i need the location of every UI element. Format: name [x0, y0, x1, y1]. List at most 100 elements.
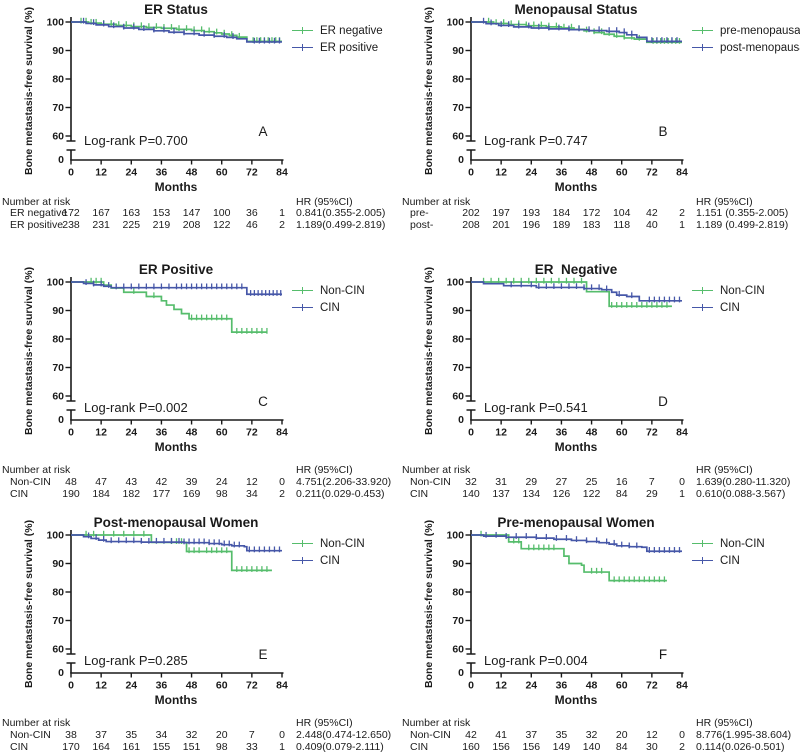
risk-count: 84	[615, 488, 628, 500]
risk-count: 0	[279, 729, 285, 741]
risk-count: 39	[185, 476, 198, 488]
km-panel-F: Pre-menopausal Women Bone metastasis-fre…	[400, 505, 800, 752]
x-tick-label: 60	[216, 427, 228, 439]
risk-count: 0	[679, 729, 685, 741]
legend-item: post-menopausal	[692, 39, 800, 56]
risk-count: 98	[215, 741, 228, 752]
x-tick-label: 48	[586, 427, 598, 439]
legend-line-icon	[292, 539, 313, 548]
legend: Non-CIN CIN	[292, 535, 365, 569]
risk-count: 40	[646, 219, 658, 231]
x-tick-label: 60	[616, 680, 628, 692]
hr-header: HR (95%CI)	[296, 464, 353, 476]
legend-line-icon	[692, 556, 713, 565]
y-tick-label: 70	[52, 102, 64, 114]
risk-hr-value: 2.448(0.474-12.650)	[296, 729, 392, 741]
logrank-p-value: Log-rank P=0.002	[84, 400, 188, 415]
risk-count: 189	[552, 219, 571, 231]
risk-count: 32	[585, 729, 598, 741]
risk-hr-value: 0.841(0.355-2.005)	[296, 207, 386, 219]
risk-count: 98	[215, 488, 228, 500]
y-tick-label: 80	[52, 334, 64, 346]
risk-count: 202	[462, 207, 480, 219]
risk-hr-value: 0.114(0.026-0.501)	[696, 741, 785, 752]
y-tick-label: 60	[52, 644, 64, 656]
panel-letter: A	[258, 124, 268, 139]
risk-count: 238	[62, 219, 80, 231]
x-tick-label: 36	[556, 680, 568, 692]
risk-row-label: Non-CIN	[10, 729, 51, 741]
legend-item: Non-CIN	[292, 535, 365, 552]
x-tick-label: 24	[125, 680, 137, 692]
risk-count: 32	[185, 729, 198, 741]
panel-title: Menopausal Status	[514, 2, 638, 17]
x-tick-label: 84	[276, 167, 288, 179]
km-plot: 100 90 80 70 60 00 12 24 36 48 60 72 84	[46, 277, 288, 439]
legend-item: CIN	[692, 299, 765, 316]
risk-count: 29	[646, 488, 658, 500]
risk-count: 104	[612, 207, 631, 219]
y-tick-label: 0	[58, 154, 64, 166]
x-tick-label: 24	[125, 427, 137, 439]
risk-count: 41	[495, 729, 507, 741]
risk-row-label: CIN	[410, 488, 429, 500]
risk-count: 36	[246, 207, 258, 219]
legend: Non-CIN CIN	[692, 535, 765, 569]
y-tick-label: 0	[458, 667, 464, 679]
legend-item: Non-CIN	[692, 282, 765, 299]
legend-item: ER negative	[292, 22, 383, 39]
survival-curve-cin	[71, 534, 282, 552]
y-tick-label: 0	[58, 414, 64, 426]
risk-count: 12	[646, 729, 658, 741]
x-axis-label: Months	[154, 440, 198, 454]
risk-count: 122	[582, 488, 601, 500]
risk-hr-value: 0.211(0.029-0.453)	[296, 488, 385, 500]
risk-count: 126	[552, 488, 571, 500]
x-axis-label: Months	[154, 693, 198, 707]
legend-label: post-menopausal	[720, 41, 800, 54]
number-at-risk-header: Number at risk	[2, 717, 71, 729]
x-tick-label: 48	[186, 680, 198, 692]
risk-hr-value: 1.151 (0.355-2.005)	[696, 207, 789, 219]
legend: Non-CIN CIN	[692, 282, 765, 316]
risk-count: 0	[679, 476, 685, 488]
risk-count: 156	[492, 741, 510, 752]
risk-count: 2	[279, 488, 285, 500]
risk-row-label: CIN	[10, 741, 29, 752]
x-tick-label: 84	[676, 427, 688, 439]
risk-count: 38	[65, 729, 77, 741]
legend-item: Non-CIN	[692, 535, 765, 552]
risk-count: 7	[248, 729, 255, 741]
x-tick-label: 0	[68, 427, 74, 439]
risk-count: 177	[152, 488, 171, 500]
risk-count: 163	[122, 207, 141, 219]
x-tick-label: 60	[616, 167, 628, 179]
x-tick-label: 72	[646, 167, 658, 179]
legend: ER negative ER positive	[292, 22, 383, 56]
logrank-p-value: Log-rank P=0.700	[84, 133, 188, 148]
x-tick-label: 84	[676, 167, 688, 179]
legend-line-icon	[292, 43, 313, 52]
x-tick-label: 0	[468, 167, 474, 179]
x-axis-label: Months	[554, 440, 598, 454]
risk-count: 2	[679, 741, 685, 752]
legend-item: pre-menopausal	[692, 22, 800, 39]
risk-count: 43	[125, 476, 138, 488]
x-tick-label: 12	[495, 427, 507, 439]
risk-count: 16	[615, 476, 628, 488]
y-tick-label: 90	[452, 558, 464, 570]
y-tick-label: 70	[452, 615, 464, 627]
risk-count: 156	[522, 741, 541, 752]
x-tick-label: 36	[156, 167, 168, 179]
x-tick-label: 36	[156, 680, 168, 692]
y-tick-label: 100	[46, 277, 64, 289]
legend-line-icon	[292, 26, 313, 35]
risk-count: 184	[552, 207, 571, 219]
risk-count: 34	[246, 488, 258, 500]
y-tick-label: 70	[452, 102, 464, 114]
legend-label: Non-CIN	[720, 537, 765, 550]
y-tick-label: 100	[46, 530, 64, 542]
y-tick-label: 0	[458, 154, 464, 166]
risk-count: 0	[279, 476, 285, 488]
number-at-risk-header: Number at risk	[2, 196, 71, 208]
